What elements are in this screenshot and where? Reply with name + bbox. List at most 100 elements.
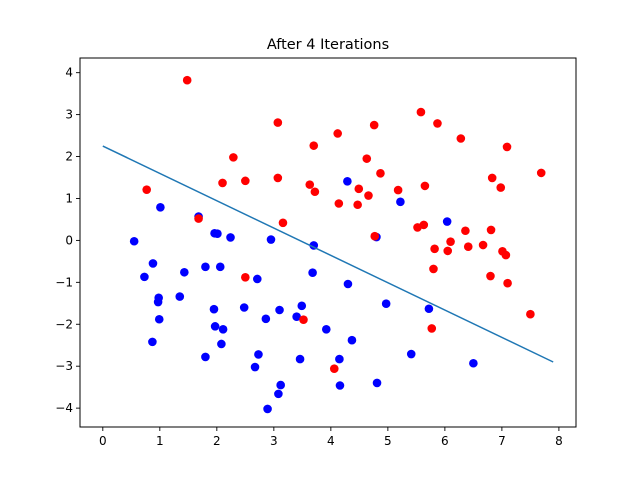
- x-tick-label: 7: [498, 434, 506, 448]
- data-point: [354, 184, 364, 194]
- plot-frame: [79, 57, 577, 428]
- data-point: [274, 389, 283, 399]
- data-point: [369, 120, 379, 130]
- data-point: [295, 354, 305, 364]
- data-point: [416, 107, 426, 117]
- y-tick-label: 3: [65, 108, 73, 122]
- data-point: [362, 154, 372, 163]
- data-point: [273, 173, 283, 183]
- data-point: [343, 176, 352, 186]
- data-point: [148, 259, 158, 268]
- data-point: [343, 279, 353, 289]
- data-point: [364, 191, 373, 200]
- data-point: [253, 274, 262, 284]
- data-point: [229, 153, 238, 162]
- data-point: [217, 339, 226, 349]
- x-tick-label: 0: [99, 434, 107, 448]
- data-point: [273, 118, 283, 127]
- y-tick-label: 0: [65, 233, 73, 247]
- data-point: [310, 187, 320, 197]
- data-point: [226, 233, 235, 242]
- data-point: [218, 178, 227, 188]
- data-point: [215, 262, 225, 272]
- data-point: [443, 246, 453, 256]
- data-point: [175, 292, 185, 301]
- data-point: [201, 352, 210, 362]
- data-point: [446, 237, 455, 246]
- data-point: [427, 324, 437, 333]
- y-tick-label: 1: [65, 191, 73, 205]
- data-point: [335, 381, 345, 390]
- x-tick-label: 2: [213, 434, 221, 448]
- data-point: [370, 231, 380, 241]
- data-point: [430, 244, 439, 254]
- data-point: [209, 304, 219, 314]
- data-point: [213, 229, 222, 238]
- data-point: [335, 354, 344, 364]
- y-tick-label: 4: [65, 66, 73, 80]
- x-tick-label: 5: [384, 434, 392, 448]
- data-point: [140, 272, 149, 282]
- data-point: [142, 185, 151, 194]
- data-point: [478, 240, 488, 250]
- data-point: [502, 142, 512, 152]
- data-point: [333, 129, 342, 138]
- x-tick-label: 4: [327, 434, 335, 448]
- data-point: [381, 299, 391, 309]
- data-point: [486, 271, 495, 281]
- data-point: [154, 314, 164, 324]
- data-point: [321, 325, 331, 334]
- chart-axes: 0 1 2 3 4 5 6 7 8 −4 −3 −2 −1 0 1 2 3 4: [55, 66, 562, 448]
- data-point: [156, 202, 165, 212]
- data-point: [353, 200, 362, 210]
- data-point: [241, 176, 250, 186]
- data-point: [424, 304, 434, 314]
- data-point: [148, 337, 157, 347]
- data-point: [292, 312, 301, 322]
- data-point: [496, 183, 506, 192]
- data-point: [406, 349, 416, 359]
- data-point: [433, 119, 442, 128]
- data-point: [154, 293, 163, 303]
- chart-title: After 4 Iterations: [267, 37, 389, 53]
- data-point: [526, 309, 535, 319]
- data-point: [263, 404, 272, 414]
- data-point: [201, 262, 210, 272]
- data-point: [329, 364, 339, 374]
- data-point: [486, 225, 496, 235]
- y-tick-label: −3: [55, 359, 73, 373]
- data-point: [194, 214, 203, 223]
- y-tick-label: −4: [55, 401, 73, 415]
- decision-boundary-line: [102, 145, 554, 363]
- chart-marks: [102, 75, 554, 414]
- data-point: [297, 301, 307, 311]
- data-point: [305, 180, 315, 189]
- data-point: [254, 350, 263, 359]
- data-point: [376, 169, 385, 178]
- data-point: [469, 358, 478, 368]
- data-point: [487, 173, 497, 183]
- y-tick-label: −2: [55, 317, 73, 331]
- y-tick-label: 2: [65, 150, 73, 164]
- data-point: [250, 362, 260, 372]
- data-point: [347, 335, 357, 345]
- data-point: [278, 218, 288, 228]
- data-point: [393, 185, 403, 195]
- data-point: [182, 75, 192, 85]
- data-point: [309, 141, 319, 150]
- data-point: [210, 322, 220, 331]
- data-point: [503, 278, 512, 288]
- x-tick-label: 8: [555, 434, 563, 448]
- data-point: [308, 268, 317, 277]
- x-tick-label: 1: [156, 434, 164, 448]
- data-point: [419, 220, 429, 230]
- x-tick-label: 6: [441, 434, 449, 448]
- data-point: [241, 273, 250, 282]
- data-point: [180, 267, 189, 277]
- data-point: [463, 242, 473, 251]
- data-point: [461, 226, 470, 236]
- data-point: [372, 378, 382, 388]
- data-point: [536, 168, 546, 178]
- data-point: [276, 380, 285, 390]
